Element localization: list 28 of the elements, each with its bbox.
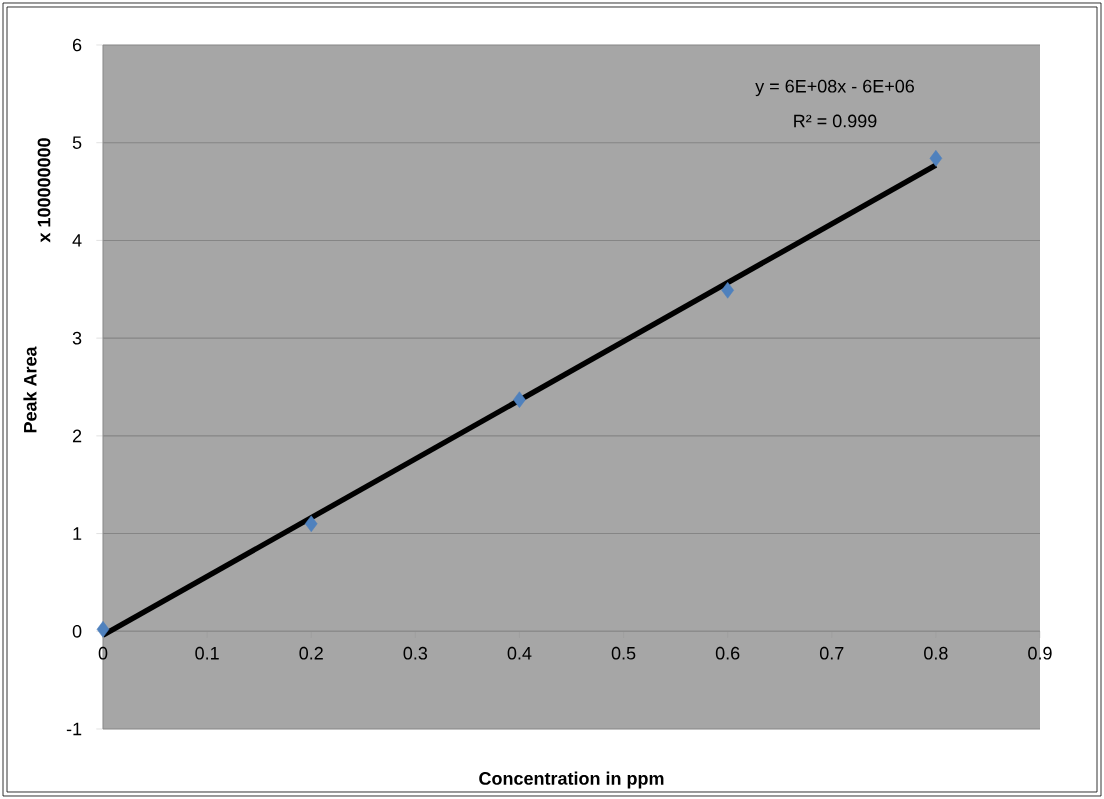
y-tick-label: -1	[66, 722, 82, 736]
point	[721, 281, 734, 299]
text: x 100000000	[37, 138, 51, 243]
x-tick-label: 0.6	[715, 646, 740, 660]
x-tick-label: 0.5	[611, 646, 636, 660]
x-tick-label: 0.2	[299, 646, 323, 660]
y-tick-label: 5	[72, 136, 82, 149]
x-tick-label: 0.4	[507, 646, 532, 660]
y-tick-label: 1	[73, 527, 82, 540]
point	[513, 391, 526, 408]
y-tick-label: 2	[72, 429, 82, 443]
point	[304, 515, 318, 533]
x-tick-label: 0.3	[403, 646, 428, 660]
y-tick-label: 3	[72, 331, 82, 345]
point	[929, 150, 943, 167]
y-tick-label: 4	[72, 234, 82, 247]
x-tick-label: 0.9	[1028, 646, 1052, 660]
annotation: y = 6E+08x - 6E+06	[755, 79, 914, 97]
x-tick-label: 0	[98, 646, 108, 660]
x-tick-label: 0.1	[195, 646, 219, 660]
point	[96, 621, 110, 638]
y-axis-title: Peak Area	[23, 346, 37, 433]
x-axis-title: Concentration in ppm	[479, 771, 664, 789]
x-tick-label: 0.8	[924, 646, 948, 660]
y-tick-label: 0	[72, 624, 82, 638]
y-tick-label: 6	[72, 38, 82, 52]
annotation: R² = 0.999	[794, 114, 877, 128]
x-tick-label: 0.7	[819, 646, 844, 660]
